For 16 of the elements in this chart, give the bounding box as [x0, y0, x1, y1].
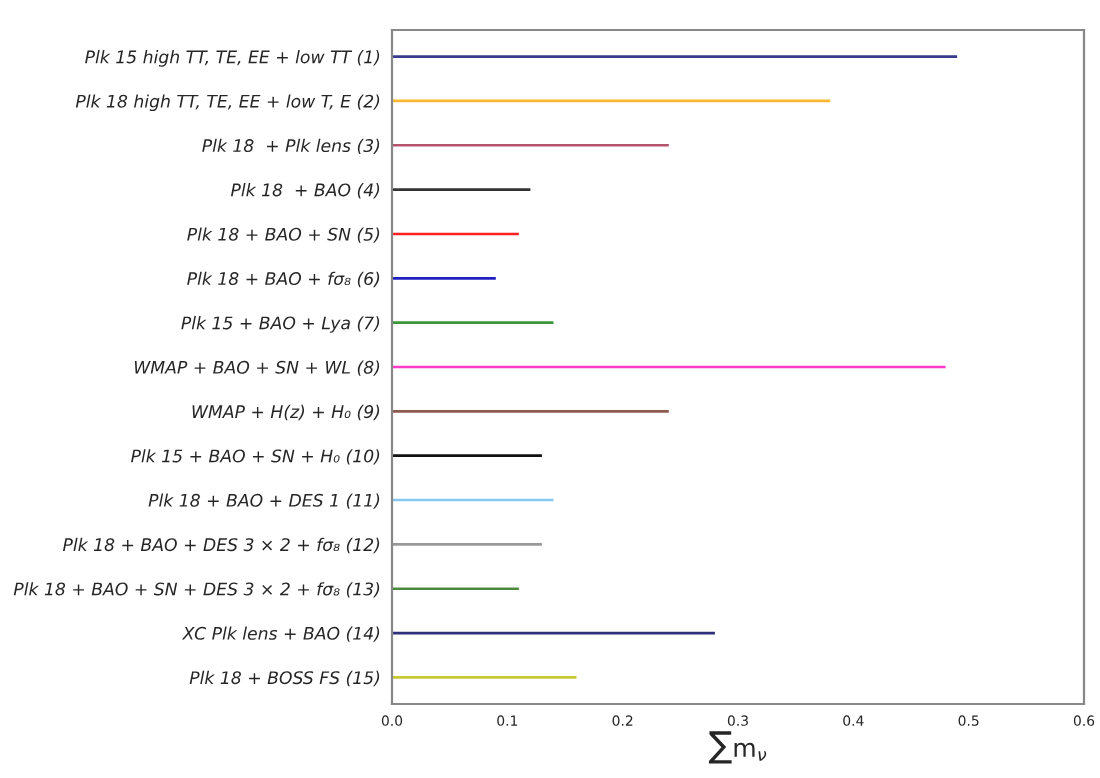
x-axis-title: ∑m$_{ν}$: [708, 731, 767, 764]
y-tick-label: Plk 18 + BAO + SN (5): [187, 227, 380, 243]
y-tick-label: Plk 18 high TT, TE, EE + low T, E (2): [75, 94, 380, 112]
y-tick-label: XC Plk lens + BAO (14): [181, 626, 380, 642]
y-tick-label: Plk 18 + BAO + SN + DES 3 × 2 + fσ₈ (13): [13, 582, 380, 598]
y-tick-label: Plk 18 + BAO + fσ₈ (6): [187, 271, 380, 288]
y-tick-label: Plk 18 + BAO (4): [230, 183, 380, 199]
y-tick-label: Plk 15 + BAO + Lya (7): [181, 316, 380, 333]
y-tick-label: WMAP + H(z) + H₀ (9): [192, 404, 380, 421]
y-tick-label: Plk 18 + BOSS FS (15): [189, 670, 380, 687]
y-tick-label: WMAP + BAO + SN + WL (8): [134, 360, 380, 376]
y-tick-label: Plk 18 + Plk lens (3): [202, 138, 380, 155]
y-tick-label: Plk 18 + BAO + DES 3 × 2 + fσ₈ (12): [62, 537, 380, 554]
y-tick-label: Plk 15 high TT, TE, EE + low TT (1): [85, 50, 380, 67]
y-tick-label: Plk 15 + BAO + SN + H₀ (10): [131, 449, 380, 465]
y-tick-label: Plk 18 + BAO + DES 1 (11): [148, 493, 380, 509]
